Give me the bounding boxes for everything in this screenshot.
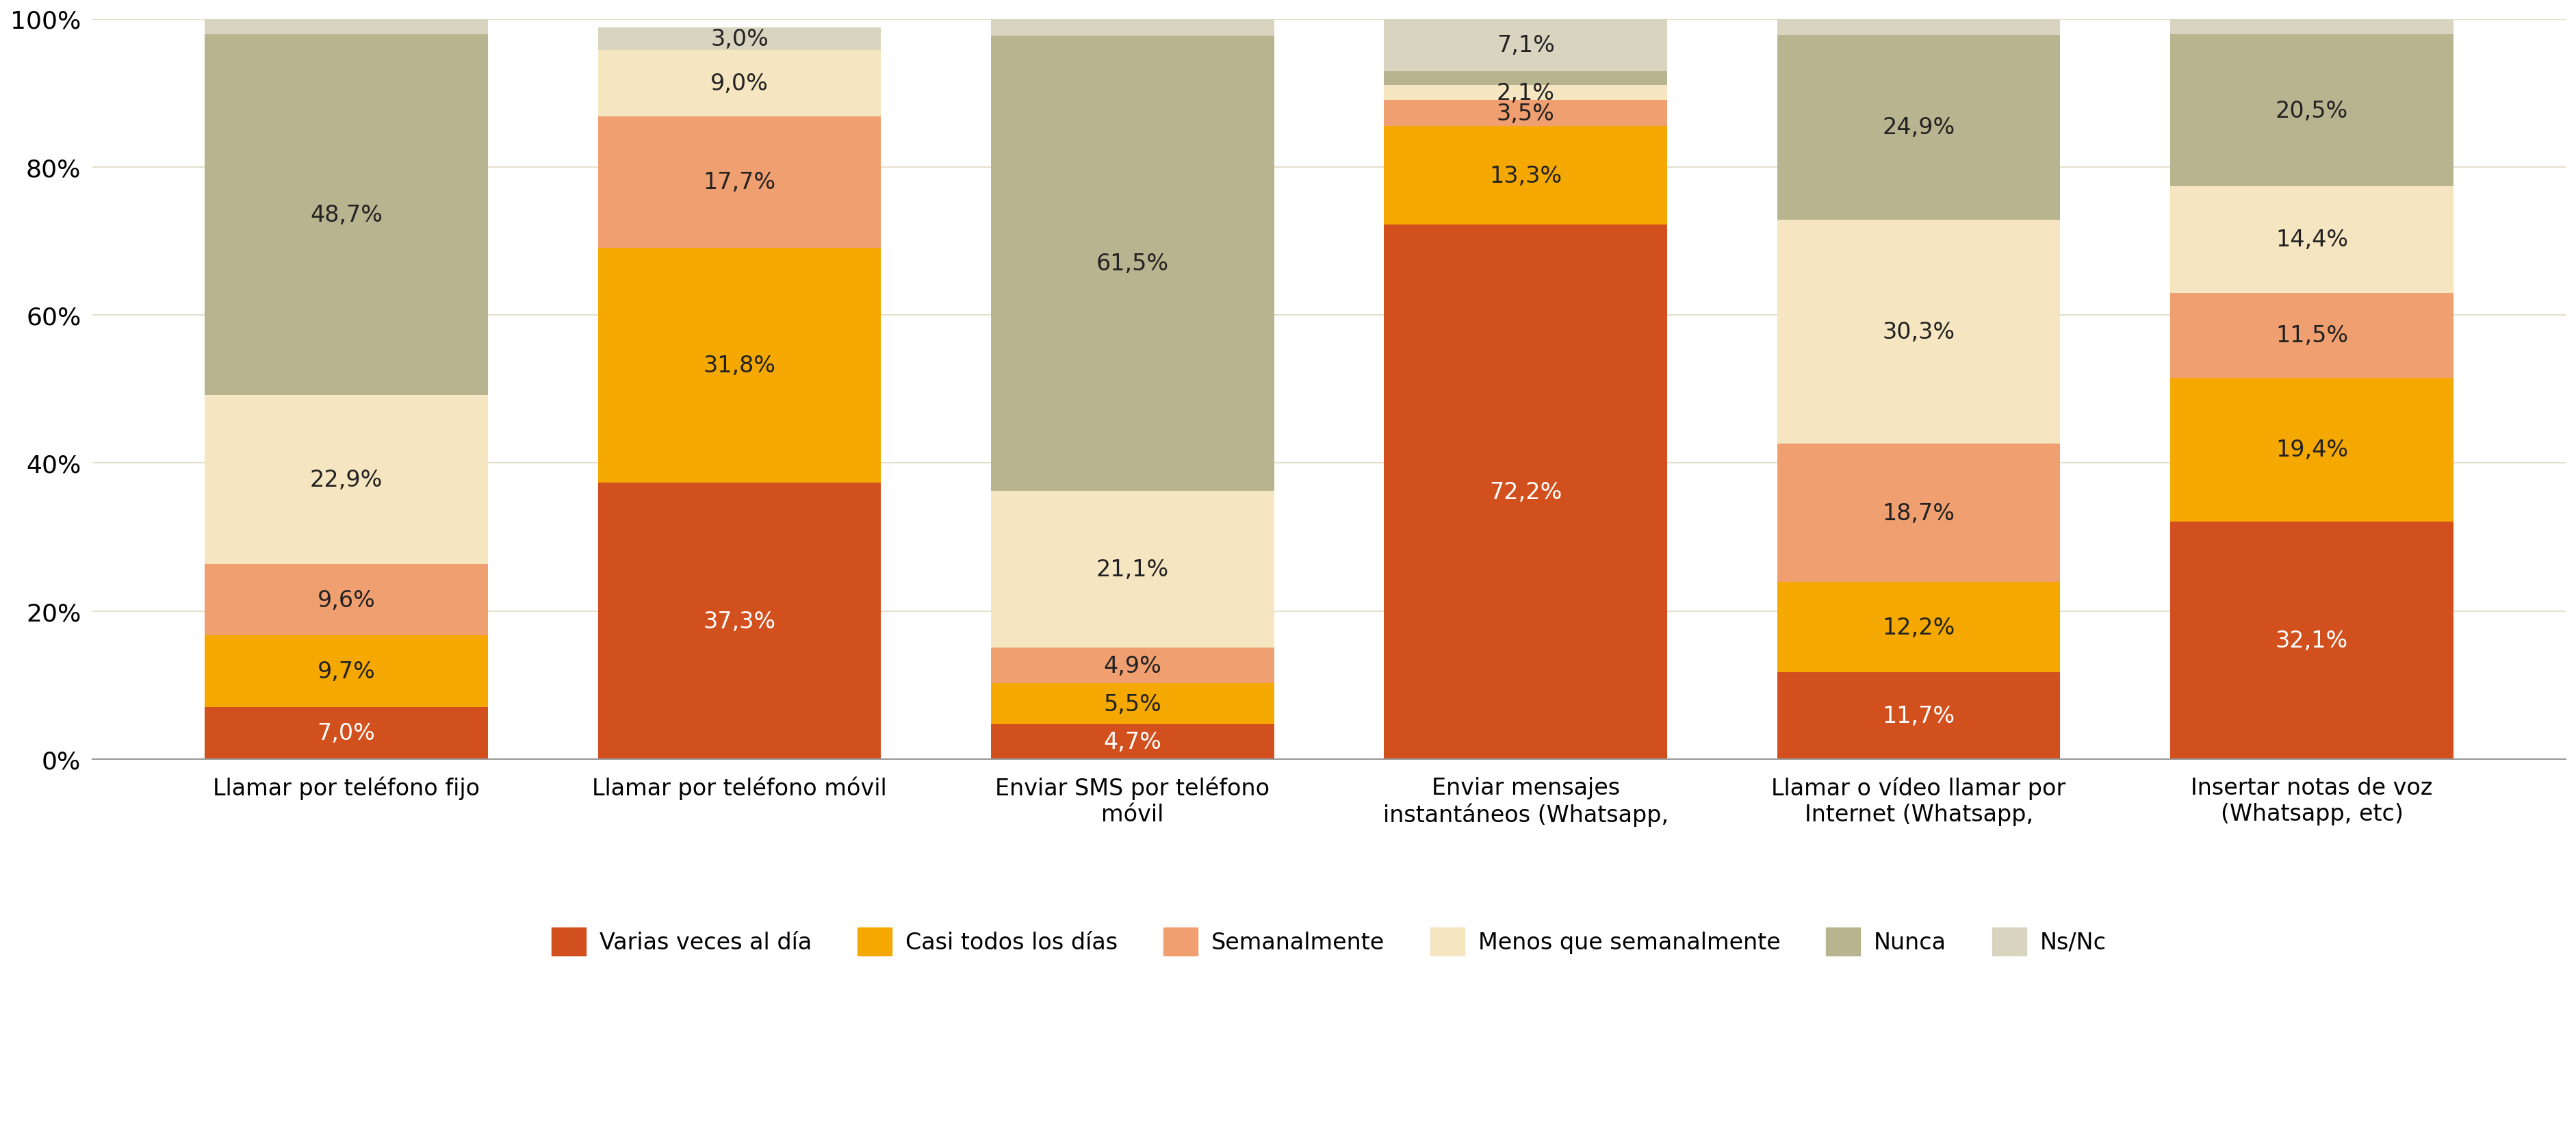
Text: 7,1%: 7,1% (1497, 34, 1556, 57)
Bar (1777, 673, 2061, 760)
Bar (598, 50, 881, 117)
Bar (598, 483, 881, 760)
Bar (1383, 85, 1667, 101)
Text: 17,7%: 17,7% (703, 171, 775, 194)
Bar (206, 636, 487, 707)
Text: 12,2%: 12,2% (1883, 616, 1955, 639)
Text: 9,6%: 9,6% (317, 589, 376, 612)
Text: 14,4%: 14,4% (2275, 229, 2349, 252)
Bar (2172, 35, 2452, 187)
Legend: Varias veces al día, Casi todos los días, Semanalmente, Menos que semanalmente, : Varias veces al día, Casi todos los días… (544, 918, 2115, 965)
Text: 48,7%: 48,7% (309, 204, 384, 227)
Bar (1383, 226, 1667, 760)
Text: 3,0%: 3,0% (711, 28, 768, 51)
Bar (1777, 19, 2061, 35)
Text: 30,3%: 30,3% (1883, 321, 1955, 343)
Text: 19,4%: 19,4% (2275, 439, 2349, 461)
Bar (992, 19, 1275, 36)
Bar (1777, 582, 2061, 673)
Text: 3,5%: 3,5% (1497, 103, 1556, 125)
Bar (598, 248, 881, 483)
Text: 11,7%: 11,7% (1883, 705, 1955, 727)
Bar (206, 35, 487, 395)
Text: 24,9%: 24,9% (1883, 116, 1955, 139)
Text: 37,3%: 37,3% (703, 611, 775, 632)
Bar (2172, 522, 2452, 760)
Bar (992, 491, 1275, 647)
Bar (206, 19, 487, 35)
Bar (2172, 293, 2452, 378)
Text: 13,3%: 13,3% (1489, 165, 1561, 187)
Text: 7,0%: 7,0% (317, 722, 376, 745)
Bar (598, 28, 881, 50)
Bar (1383, 72, 1667, 85)
Text: 20,5%: 20,5% (2275, 99, 2349, 122)
Bar (992, 647, 1275, 683)
Bar (1777, 444, 2061, 582)
Bar (1383, 19, 1667, 72)
Bar (2172, 378, 2452, 522)
Bar (206, 707, 487, 760)
Bar (598, 117, 881, 248)
Bar (2172, 19, 2452, 35)
Text: 2,1%: 2,1% (1497, 82, 1556, 105)
Text: 22,9%: 22,9% (309, 468, 384, 491)
Text: 9,0%: 9,0% (711, 73, 768, 96)
Text: 61,5%: 61,5% (1097, 253, 1170, 276)
Bar (1383, 101, 1667, 126)
Text: 5,5%: 5,5% (1103, 693, 1162, 715)
Text: 21,1%: 21,1% (1097, 558, 1170, 581)
Text: 31,8%: 31,8% (703, 354, 775, 377)
Bar (206, 565, 487, 636)
Text: 4,9%: 4,9% (1103, 654, 1162, 677)
Bar (992, 36, 1275, 491)
Bar (1777, 35, 2061, 220)
Bar (992, 683, 1275, 724)
Text: 32,1%: 32,1% (2275, 629, 2349, 652)
Bar (1777, 220, 2061, 444)
Text: 18,7%: 18,7% (1883, 502, 1955, 525)
Bar (206, 395, 487, 565)
Text: 9,7%: 9,7% (317, 661, 376, 682)
Bar (1383, 126, 1667, 226)
Text: 11,5%: 11,5% (2275, 325, 2349, 347)
Text: 72,2%: 72,2% (1489, 481, 1561, 503)
Text: 4,7%: 4,7% (1103, 730, 1162, 753)
Bar (992, 724, 1275, 760)
Bar (2172, 187, 2452, 293)
